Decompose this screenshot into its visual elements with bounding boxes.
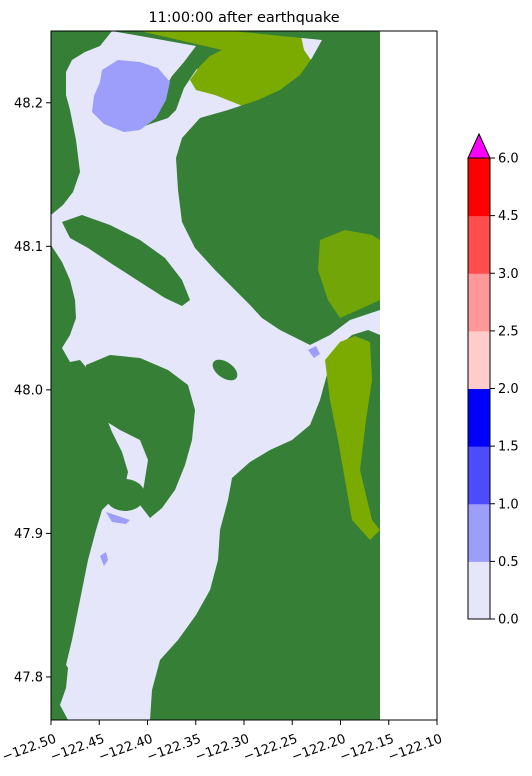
colorbar-segment (468, 215, 490, 274)
colorbar: 0.0 0.5 1.0 1.5 2.0 2.5 3.0 4.5 6.0 (467, 132, 519, 628)
x-tick-label: −122.45 (48, 732, 106, 765)
colorbar-tick-label: 1.0 (498, 497, 519, 512)
x-tick-label: −122.35 (145, 732, 203, 765)
colorbar-extend-max (467, 132, 491, 159)
x-tick-label: −122.50 (0, 732, 58, 765)
land-small-islet (105, 479, 145, 511)
land-bottom-left (51, 650, 68, 720)
x-axis-ticks: −122.50−122.45−122.40−122.35−122.30−122.… (0, 720, 444, 765)
flooding-shallow-north (92, 60, 170, 132)
y-axis-ticks: 47.8 47.9 48.0 48.1 48.2 (14, 96, 51, 685)
colorbar-segment (468, 503, 490, 562)
colorbar-tick-label: 6.0 (498, 152, 519, 167)
colorbar-tick-label: 2.0 (498, 382, 519, 397)
x-tick-label: −122.15 (338, 732, 396, 765)
land-southeast (150, 330, 380, 720)
colorbar-segment (468, 561, 490, 620)
colorbar-segment (468, 158, 490, 217)
colorbar-tick-label: 4.5 (498, 209, 519, 224)
colorbar-tick-label: 1.5 (498, 440, 519, 455)
x-tick-label: −122.20 (290, 732, 348, 765)
land-southeast-shore (325, 336, 380, 540)
y-tick-label: 48.0 (14, 383, 43, 398)
map-plot (51, 31, 437, 720)
flooding-shallow-small-2 (100, 552, 108, 566)
land-small-island (212, 359, 238, 381)
y-tick-label: 48.1 (14, 240, 43, 255)
x-tick-label: −122.30 (193, 732, 251, 765)
land-left-shore (51, 31, 112, 215)
colorbar-segment (468, 273, 490, 332)
land-left-lower (51, 245, 128, 680)
colorbar-tick-label: 0.0 (498, 613, 519, 628)
y-tick-label: 47.8 (14, 670, 43, 685)
flooding-shallow-small-1 (106, 512, 130, 524)
x-tick-label: −122.25 (241, 732, 299, 765)
land-north-strip (112, 31, 232, 128)
land-right-highlight (318, 230, 380, 318)
colorbar-tick-label: 3.0 (498, 267, 519, 282)
no-data-region (380, 31, 437, 720)
colorbar-segment (468, 388, 490, 447)
chart-title: 11:00:00 after earthquake (148, 10, 339, 26)
flooding-shallow-small-3 (308, 346, 320, 358)
y-tick-label: 47.9 (14, 527, 43, 542)
colorbar-tick-label: 0.5 (498, 555, 519, 570)
x-tick-label: −122.40 (97, 732, 155, 765)
y-tick-label: 48.2 (14, 96, 43, 111)
colorbar-tick-label: 2.5 (498, 324, 519, 339)
colorbar-segment (468, 446, 490, 505)
land-long-island (62, 215, 190, 306)
colorbar-segment (468, 330, 490, 389)
x-tick-label: −122.10 (386, 732, 444, 765)
land-central-island (86, 355, 195, 518)
